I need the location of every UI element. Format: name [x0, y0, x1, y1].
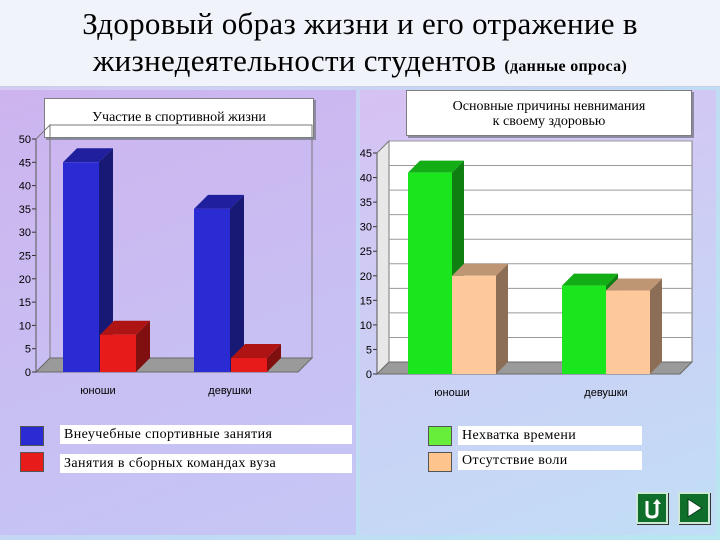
chart1-ytick-label: 35 — [19, 204, 31, 216]
chart2-title-line2: к своему здоровью — [492, 114, 606, 129]
chart1-category-label: девушки — [208, 385, 251, 397]
chart1-ytick-label: 20 — [19, 274, 31, 286]
chart1-title: Участие в спортивной жизни — [44, 98, 314, 138]
chart1-bar-1-1 — [63, 162, 99, 372]
slide-title-line2: жизнедеятельности студентов (данные опро… — [0, 43, 720, 79]
chart2-ytick-label: 5 — [366, 344, 372, 356]
title-area: Здоровый образ жизни и его отражение в ж… — [0, 0, 720, 87]
play-next-icon — [687, 498, 703, 518]
legend-swatch-blue — [20, 426, 44, 446]
chart2-category-label: юноши — [434, 387, 469, 399]
chart2-side-wall — [376, 139, 390, 376]
chart1-ytick-label: 5 — [25, 344, 31, 356]
chart1-category-label: юноши — [80, 385, 115, 397]
slide-title-line2-text: жизнедеятельности студентов — [92, 43, 497, 78]
chart2-bar-2-1-top — [562, 273, 618, 286]
chart2-ytick-label: 0 — [366, 369, 372, 381]
chart1-title-text: Участие в спортивной жизни — [92, 110, 266, 125]
slide-title-note: (данные опроса) — [504, 58, 628, 75]
next-button[interactable] — [678, 492, 710, 524]
chart2-title: Основные причины невнимания к своему здо… — [406, 90, 692, 136]
chart1-ytick-label: 15 — [19, 297, 31, 309]
chart2-bar-1-2 — [452, 275, 496, 374]
chart1-ytick-label: 50 — [19, 134, 31, 146]
chart2-category-label: девушки — [584, 387, 627, 399]
chart1-bar-1-1-side — [99, 148, 113, 372]
chart1-ytick-label: 40 — [19, 181, 31, 193]
chart1-ytick-label: 45 — [19, 157, 31, 169]
chart1-ytick-label: 10 — [19, 320, 31, 332]
return-icon — [645, 499, 661, 519]
chart1-bar-2-1 — [194, 208, 230, 372]
chart2-ytick-label: 25 — [360, 246, 372, 258]
chart1-bar-1-1-top — [63, 148, 113, 163]
legend-label-no-will: Отсутствие воли — [458, 451, 642, 470]
chart2-ytick-label: 15 — [360, 295, 372, 307]
chart1-bar-2-2-side — [267, 344, 281, 372]
slide-title-line1: Здоровый образ жизни и его отражение в — [82, 6, 638, 41]
chart2-ytick-label: 20 — [360, 271, 372, 283]
return-button[interactable] — [636, 492, 668, 524]
chart2-bar-1-2-side — [496, 263, 508, 374]
chart1-bar-2-2 — [231, 358, 267, 372]
legend-swatch-peach — [428, 452, 452, 472]
chart2-ytick-label: 40 — [360, 173, 372, 185]
chart1-ytick-label: 0 — [25, 367, 31, 379]
chart2-bar-2-2 — [606, 290, 650, 374]
chart1-bar-2-1-side — [230, 194, 244, 372]
legend-swatch-green — [428, 426, 452, 446]
chart1-side-wall — [35, 123, 51, 374]
chart1-bar-1-2-side — [136, 320, 150, 372]
chart2-ytick-label: 45 — [360, 148, 372, 160]
chart1-ytick-label: 30 — [19, 227, 31, 239]
chart1-bar-1-2 — [100, 334, 136, 372]
legend-label-extracurricular: Внеучебные спортивные занятия — [60, 425, 352, 444]
chart2-bar-2-1 — [562, 285, 606, 374]
chart2-ytick-label: 35 — [360, 197, 372, 209]
legend-label-no-time: Нехватка времени — [458, 426, 642, 445]
legend-label-teams: Занятия в сборных командах вуза — [60, 454, 352, 473]
chart2-bar-1-2-top — [452, 263, 508, 276]
chart2-ytick-label: 10 — [360, 320, 372, 332]
chart2-bar-2-2-side — [650, 278, 662, 374]
chart1-ytick-label: 25 — [19, 251, 31, 263]
chart1-bar-2-2-top — [231, 344, 281, 359]
chart1-bar-1-2-top — [100, 320, 150, 335]
chart2-bar-1-1-top — [408, 160, 464, 173]
chart2-title-line1: Основные причины невнимания — [452, 99, 646, 114]
chart1-bar-2-1-top — [194, 194, 244, 209]
legend-swatch-red — [20, 452, 44, 472]
chart2-ytick-label: 30 — [360, 222, 372, 234]
chart2-bar-1-1 — [408, 172, 452, 374]
chart2-bar-2-2-top — [606, 278, 662, 291]
